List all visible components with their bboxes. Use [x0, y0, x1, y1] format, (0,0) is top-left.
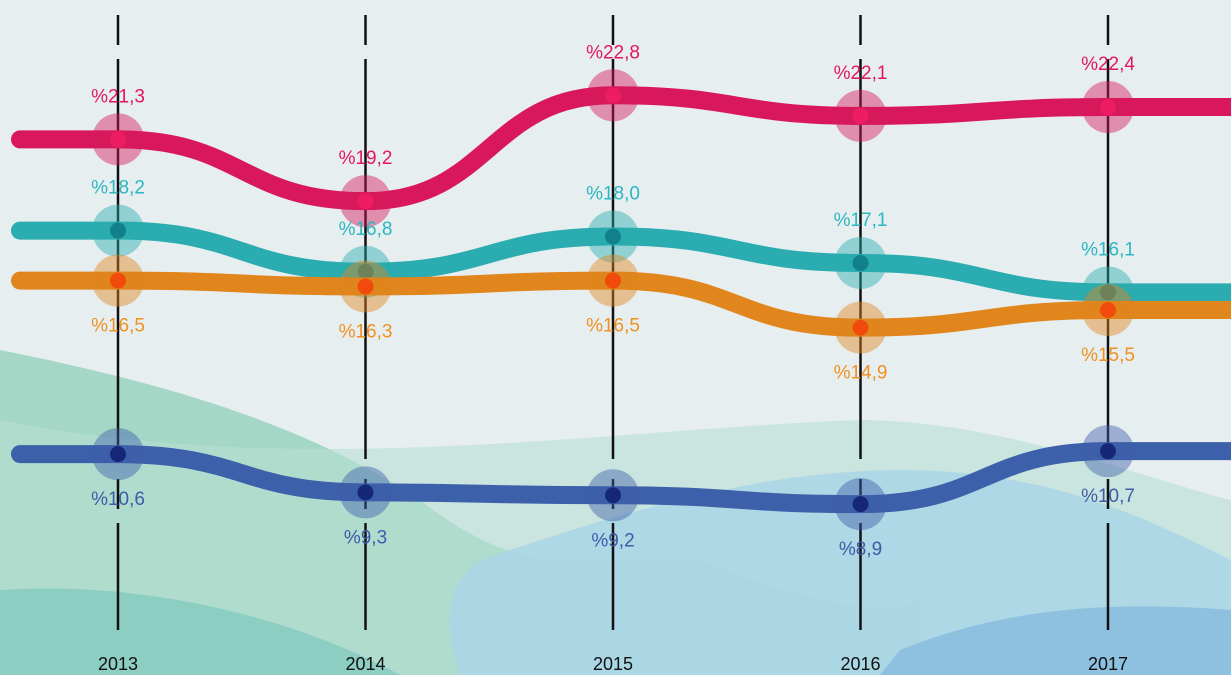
point	[110, 131, 126, 147]
point	[853, 496, 869, 512]
point	[110, 273, 126, 289]
value-label: %19,2	[339, 148, 393, 169]
point	[1100, 302, 1116, 318]
x-tick-label: 2015	[593, 654, 633, 674]
value-label: %18,2	[91, 178, 145, 199]
x-tick-label: 2017	[1088, 654, 1128, 674]
value-label: %17,1	[834, 210, 888, 231]
value-label: %9,2	[591, 530, 634, 551]
page: 2013 2014 2015 2016 2017 %21,3 %19,2 %22,8 %22,1…	[0, 0, 1231, 675]
point	[358, 484, 374, 500]
point	[110, 446, 126, 462]
value-label: %22,8	[586, 42, 640, 63]
value-label: %18,0	[586, 183, 640, 204]
chart: 2013 2014 2015 2016 2017 %21,3 %19,2 %22,8 %22,1…	[0, 0, 1231, 675]
value-label: %10,6	[91, 489, 145, 510]
value-label: %16,5	[586, 316, 640, 337]
value-label: %16,1	[1081, 239, 1135, 260]
point	[853, 108, 869, 124]
value-label: %16,8	[339, 219, 393, 240]
value-label: %21,3	[91, 86, 145, 107]
point	[605, 487, 621, 503]
x-tick-label: 2013	[98, 654, 138, 674]
point	[358, 193, 374, 209]
value-label: %16,5	[91, 316, 145, 337]
value-label: %8,9	[839, 539, 882, 560]
value-label: %9,3	[344, 527, 387, 548]
value-label: %22,1	[834, 63, 888, 84]
point	[358, 278, 374, 294]
x-tick-label: 2014	[345, 654, 385, 674]
point	[605, 87, 621, 103]
value-label: %15,5	[1081, 345, 1135, 366]
point	[605, 228, 621, 244]
value-label: %10,7	[1081, 486, 1135, 507]
point	[1100, 443, 1116, 459]
value-label: %16,3	[339, 321, 393, 342]
point	[1100, 99, 1116, 115]
point	[110, 223, 126, 239]
point	[853, 255, 869, 271]
value-label: %22,4	[1081, 54, 1135, 75]
point	[853, 320, 869, 336]
point	[605, 273, 621, 289]
value-label: %14,9	[834, 363, 888, 384]
x-tick-label: 2016	[840, 654, 880, 674]
